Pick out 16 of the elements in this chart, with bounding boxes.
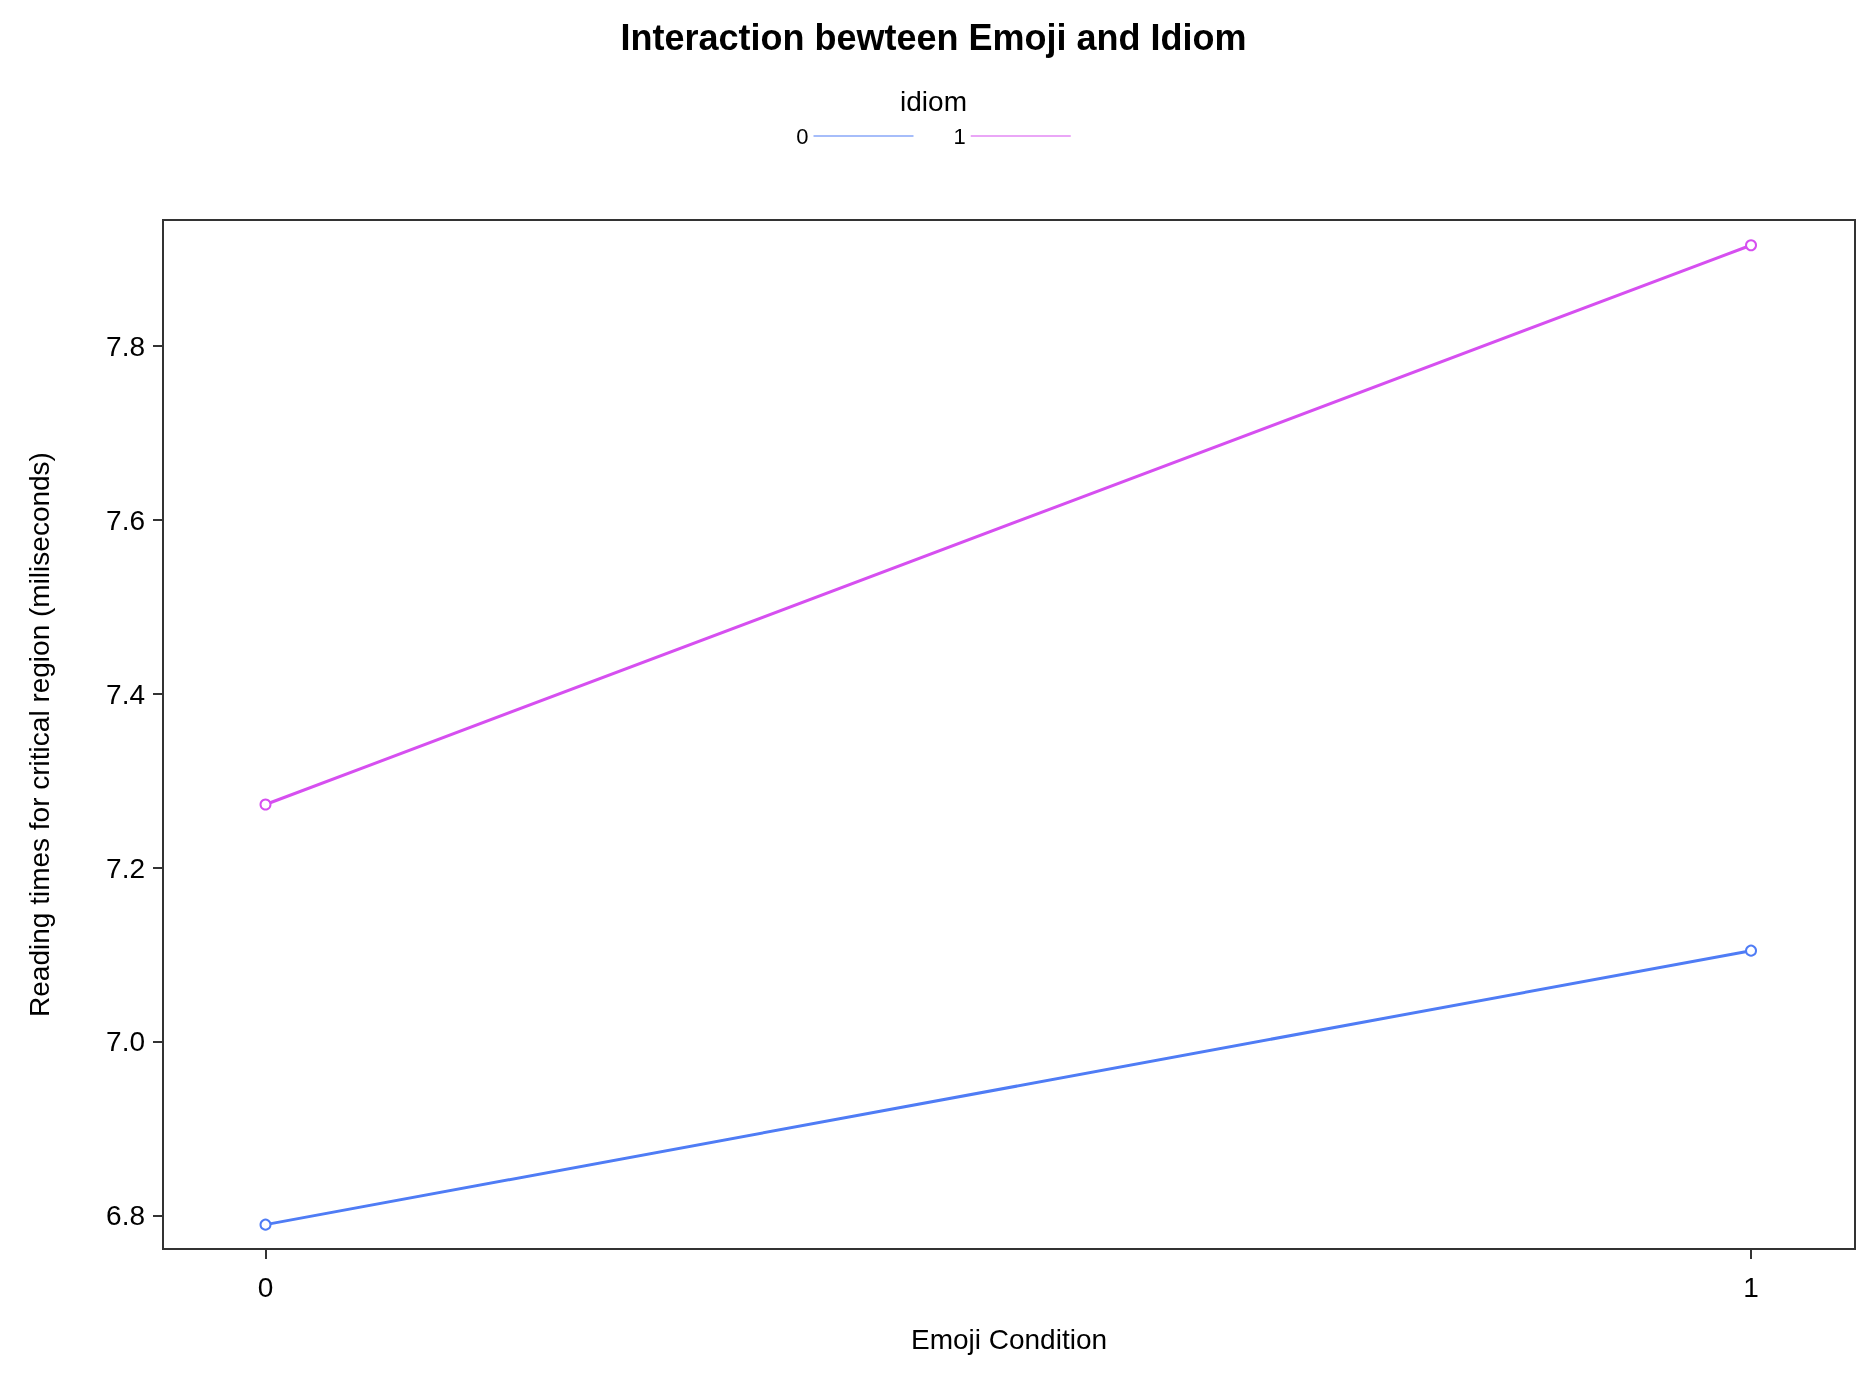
y-tick-label: 7.0 <box>106 1026 145 1058</box>
y-axis-title: Reading times for critical region (miliseconds) <box>23 452 55 1017</box>
point <box>259 1218 272 1231</box>
legend-label: 0 <box>796 123 809 149</box>
point <box>1745 239 1758 252</box>
y-tick-label: 7.4 <box>106 678 145 710</box>
point <box>1745 944 1758 957</box>
legend-label: 1 <box>953 123 966 149</box>
x-axis-title: Emoji Condition <box>910 1323 1108 1355</box>
y-tick-label: 7.8 <box>106 330 145 362</box>
y-tick-label: 7.2 <box>106 852 145 884</box>
y-tick-label: 7.6 <box>106 504 145 536</box>
chart-title: Interaction bewteen Emoji and Idiom <box>620 16 1247 58</box>
legend-title: idiom <box>900 85 967 117</box>
y-tick-label: 6.8 <box>106 1200 145 1232</box>
point <box>259 798 272 811</box>
